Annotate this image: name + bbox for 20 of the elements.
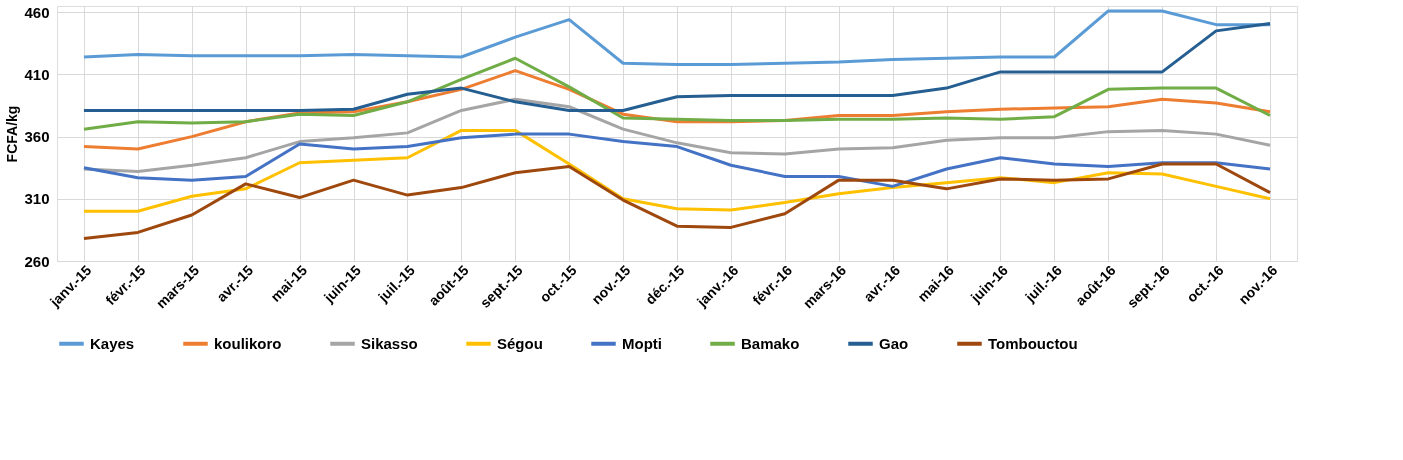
- y-tick-label: 360: [24, 128, 50, 146]
- legend-label: Mopti: [622, 334, 662, 352]
- legend-label: Ségou: [497, 334, 543, 352]
- legend-label: Sikasso: [361, 334, 418, 352]
- line-series: [82, 162, 1272, 241]
- y-axis-title: FCFA/kg: [4, 105, 21, 163]
- legend-label: Gao: [879, 334, 909, 352]
- line-series: [82, 21, 1272, 112]
- line-series: [82, 132, 1272, 188]
- y-tick-label: 260: [24, 252, 50, 270]
- line-series: [82, 97, 1272, 173]
- line-series: [82, 9, 1272, 66]
- legend-label: Tombouctou: [988, 334, 1078, 352]
- legend-label: koulikoro: [214, 334, 282, 352]
- y-tick-label: 460: [24, 3, 50, 21]
- legend-label: Kayes: [90, 334, 135, 352]
- y-tick-label: 310: [24, 190, 50, 208]
- y-tick-label: 410: [24, 65, 50, 83]
- legend-label: Bamako: [741, 334, 800, 352]
- line-series: [82, 56, 1272, 131]
